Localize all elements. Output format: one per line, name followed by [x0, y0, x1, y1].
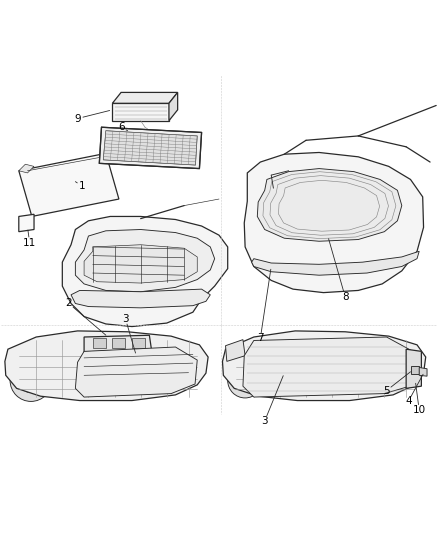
Text: 2: 2	[66, 298, 72, 309]
Text: 4: 4	[405, 397, 412, 407]
Text: 3: 3	[122, 314, 129, 324]
Polygon shape	[75, 347, 197, 397]
Polygon shape	[84, 335, 152, 352]
Polygon shape	[226, 340, 245, 361]
Polygon shape	[223, 331, 426, 400]
Polygon shape	[244, 152, 424, 293]
Circle shape	[79, 342, 133, 396]
Circle shape	[10, 360, 52, 401]
Text: 5: 5	[383, 385, 390, 395]
Polygon shape	[19, 154, 119, 216]
Text: 1: 1	[78, 181, 85, 191]
Polygon shape	[411, 366, 419, 375]
Polygon shape	[5, 331, 208, 400]
Polygon shape	[132, 338, 145, 349]
Polygon shape	[243, 337, 410, 397]
Text: 9: 9	[74, 114, 81, 124]
Polygon shape	[99, 127, 201, 168]
Text: 6: 6	[118, 122, 124, 132]
Polygon shape	[113, 103, 169, 120]
Polygon shape	[113, 338, 125, 349]
Polygon shape	[93, 338, 106, 349]
Polygon shape	[71, 289, 210, 308]
Polygon shape	[62, 216, 228, 327]
Polygon shape	[103, 131, 197, 165]
Polygon shape	[169, 92, 178, 120]
Polygon shape	[19, 214, 34, 232]
Polygon shape	[19, 164, 34, 173]
Polygon shape	[84, 245, 197, 283]
Text: 11: 11	[23, 238, 36, 247]
Polygon shape	[406, 349, 421, 389]
Polygon shape	[257, 168, 402, 241]
Text: 3: 3	[261, 416, 268, 426]
Circle shape	[102, 365, 110, 373]
Polygon shape	[419, 367, 427, 376]
Text: 7: 7	[257, 333, 264, 343]
Polygon shape	[252, 251, 419, 275]
Text: 8: 8	[342, 292, 349, 302]
Circle shape	[228, 363, 262, 398]
Polygon shape	[75, 230, 215, 292]
Text: 10: 10	[413, 405, 426, 415]
Polygon shape	[113, 92, 178, 103]
